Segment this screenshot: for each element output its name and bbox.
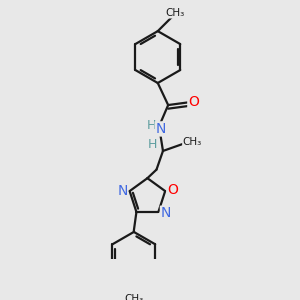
Text: O: O <box>167 183 178 197</box>
Text: H: H <box>147 138 157 151</box>
Text: O: O <box>188 95 199 110</box>
Text: H: H <box>147 118 157 131</box>
Text: CH₃: CH₃ <box>124 294 143 300</box>
Text: CH₃: CH₃ <box>165 8 184 18</box>
Text: CH₃: CH₃ <box>183 137 202 147</box>
Text: N: N <box>160 206 171 220</box>
Text: N: N <box>155 122 166 136</box>
Text: N: N <box>117 184 128 198</box>
